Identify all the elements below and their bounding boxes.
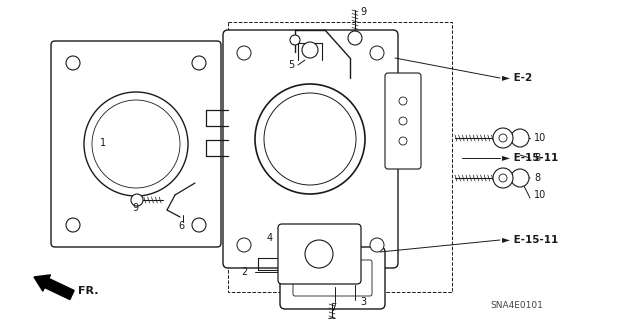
Circle shape [370,238,384,252]
FancyArrow shape [34,275,74,300]
Text: 5: 5 [288,60,294,70]
Text: 10: 10 [534,133,547,143]
Circle shape [399,137,407,145]
Text: 4: 4 [267,233,273,243]
Circle shape [305,240,333,268]
Circle shape [237,238,251,252]
Text: 6: 6 [178,221,184,231]
Text: 3: 3 [360,297,366,307]
FancyBboxPatch shape [280,247,385,309]
Circle shape [66,218,80,232]
Circle shape [92,100,180,188]
Circle shape [131,194,143,206]
Circle shape [399,117,407,125]
FancyBboxPatch shape [293,260,372,296]
Text: 2: 2 [242,267,248,277]
Circle shape [302,42,318,58]
Circle shape [511,129,529,147]
Circle shape [192,218,206,232]
Text: ► E-2: ► E-2 [502,73,532,83]
Text: 8: 8 [534,153,540,163]
Circle shape [84,92,188,196]
Circle shape [499,134,507,142]
Circle shape [255,84,365,194]
Text: 1: 1 [100,138,106,148]
FancyBboxPatch shape [385,73,421,169]
FancyBboxPatch shape [51,41,221,247]
Text: FR.: FR. [78,286,99,296]
Bar [228,22,452,292]
Circle shape [493,128,513,148]
Circle shape [499,174,507,182]
Text: 9: 9 [360,7,366,17]
Text: 9: 9 [132,203,138,213]
Circle shape [348,31,362,45]
Circle shape [264,93,356,185]
Text: ► E-15-11: ► E-15-11 [502,235,558,245]
Text: 7: 7 [330,303,336,313]
Circle shape [399,97,407,105]
Circle shape [326,318,338,319]
Text: SNA4E0101: SNA4E0101 [490,300,543,309]
Circle shape [511,169,529,187]
Text: 8: 8 [534,173,540,183]
Text: 10: 10 [534,190,547,200]
Circle shape [192,56,206,70]
Circle shape [493,168,513,188]
Circle shape [290,35,300,45]
Circle shape [370,46,384,60]
FancyBboxPatch shape [223,30,398,268]
Circle shape [237,46,251,60]
Circle shape [66,56,80,70]
Text: ► E-15-11: ► E-15-11 [502,153,558,163]
FancyBboxPatch shape [278,224,361,284]
